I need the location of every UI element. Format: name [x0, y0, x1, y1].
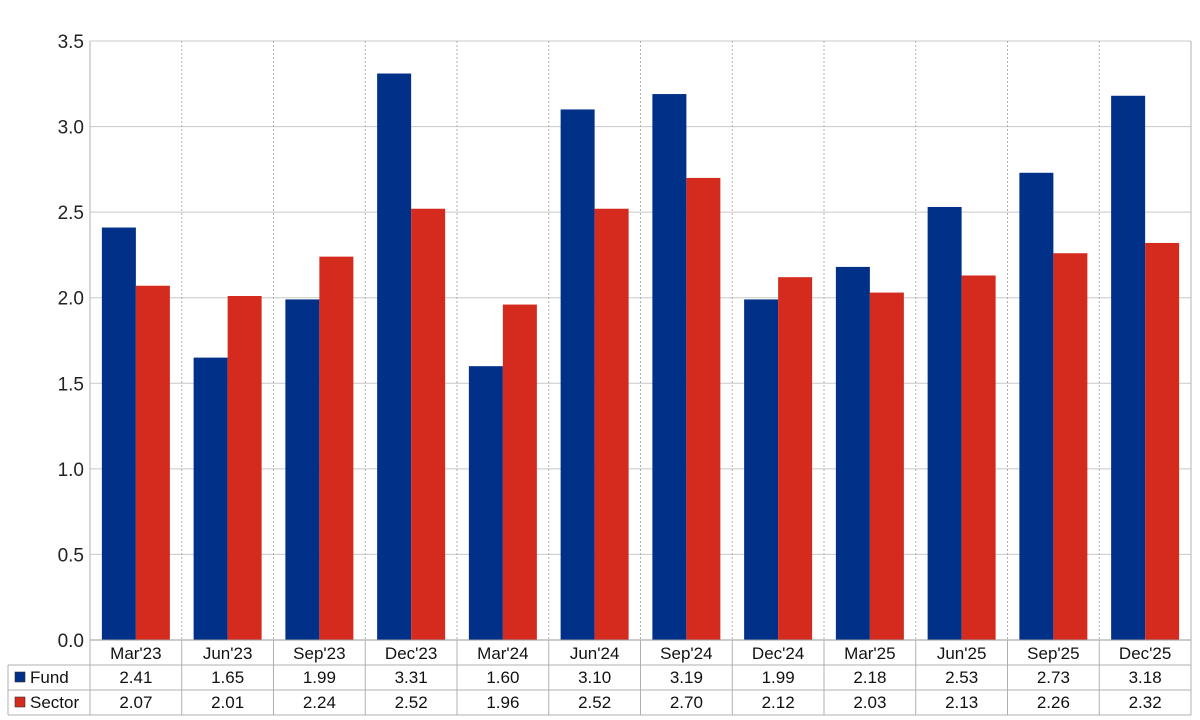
bar-fund: [927, 207, 962, 640]
data-label-sector: 2.32: [1129, 693, 1162, 712]
bar-sector: [502, 304, 537, 640]
data-label-sector: 2.26: [1037, 693, 1070, 712]
x-tick-label: Sep'24: [660, 644, 712, 663]
bar-fund: [835, 266, 870, 640]
data-label-fund: 3.31: [395, 668, 428, 687]
x-tick-label: Jun'25: [937, 644, 987, 663]
legend-swatch-fund: [14, 671, 26, 683]
data-label-fund: 3.18: [1129, 668, 1162, 687]
x-tick-label: Mar'23: [110, 644, 161, 663]
bar-fund: [193, 357, 228, 640]
bar-sector: [1053, 253, 1088, 640]
data-label-sector: 2.52: [578, 693, 611, 712]
x-tick-label: Sep'25: [1027, 644, 1079, 663]
x-tick-label: Dec'24: [752, 644, 804, 663]
data-label-sector: 2.24: [303, 693, 336, 712]
x-tick-label: Mar'24: [477, 644, 528, 663]
data-label-fund: 1.65: [211, 668, 244, 687]
legend-label-fund: Fund: [30, 668, 69, 687]
bar-fund: [1111, 95, 1146, 640]
bar-fund: [560, 109, 595, 640]
x-tick-label: Jun'24: [570, 644, 620, 663]
data-label-fund: 3.10: [578, 668, 611, 687]
bar-sector: [319, 256, 354, 640]
bar-sector: [594, 208, 629, 640]
x-tick-label: Jun'23: [203, 644, 253, 663]
bar-sector: [227, 296, 262, 640]
y-tick-label: 3.0: [58, 118, 84, 139]
data-label-fund: 2.53: [945, 668, 978, 687]
data-label-fund: 1.99: [303, 668, 336, 687]
y-tick-label: 2.0: [58, 289, 84, 310]
bar-sector: [686, 177, 721, 640]
data-label-sector: 2.52: [395, 693, 428, 712]
bar-fund: [652, 94, 687, 641]
data-label-fund: 1.99: [762, 668, 795, 687]
bar-fund: [1019, 172, 1054, 640]
data-label-fund: 2.73: [1037, 668, 1070, 687]
x-tick-label: Mar'25: [844, 644, 895, 663]
bar-fund: [377, 73, 412, 640]
data-label-sector: 2.01: [211, 693, 244, 712]
data-label-sector: 2.03: [853, 693, 886, 712]
y-tick-label: 1.0: [58, 460, 84, 481]
data-label-fund: 2.18: [853, 668, 886, 687]
bar-fund: [468, 366, 503, 640]
y-tick-label: 0.5: [58, 545, 84, 566]
data-label-fund: 3.19: [670, 668, 703, 687]
bar-sector: [961, 275, 996, 640]
y-tick-label: 1.5: [58, 374, 84, 395]
bar-sector: [1145, 242, 1180, 640]
x-tick-label: Sep'23: [293, 644, 345, 663]
x-tick-label: Dec'23: [385, 644, 437, 663]
y-axis: 0.0 0.5 1.0 1.5 2.0 2.5 3.0 3.5: [58, 32, 84, 652]
bar-sector: [869, 292, 904, 640]
legend-swatch-sector: [14, 696, 26, 708]
data-label-sector: 2.70: [670, 693, 703, 712]
bar-fund: [744, 299, 779, 640]
bar-sector: [778, 277, 813, 640]
y-tick-label: 0.0: [58, 631, 84, 652]
bar-sector: [411, 208, 446, 640]
bar-sector: [135, 285, 170, 640]
bars: [101, 73, 1180, 641]
x-tick-label: Dec'25: [1119, 644, 1171, 663]
y-tick-label: 2.5: [58, 203, 84, 224]
bar-fund: [285, 299, 320, 640]
data-label-fund: 1.60: [486, 668, 519, 687]
bar-fund: [101, 227, 136, 640]
data-table: Mar'23 Jun'23 Sep'23 Dec'23 Mar'24 Jun'24 Sep'…: [7, 41, 1192, 716]
legend-label-sector: Sector: [30, 693, 79, 712]
data-label-sector: 2.13: [945, 693, 978, 712]
data-label-sector: 1.96: [486, 693, 519, 712]
gridlines: [89, 40, 1192, 641]
y-tick-label: 3.5: [58, 32, 84, 53]
data-label-fund: 2.41: [119, 668, 152, 687]
data-label-sector: 2.12: [762, 693, 795, 712]
data-label-sector: 2.07: [119, 693, 152, 712]
